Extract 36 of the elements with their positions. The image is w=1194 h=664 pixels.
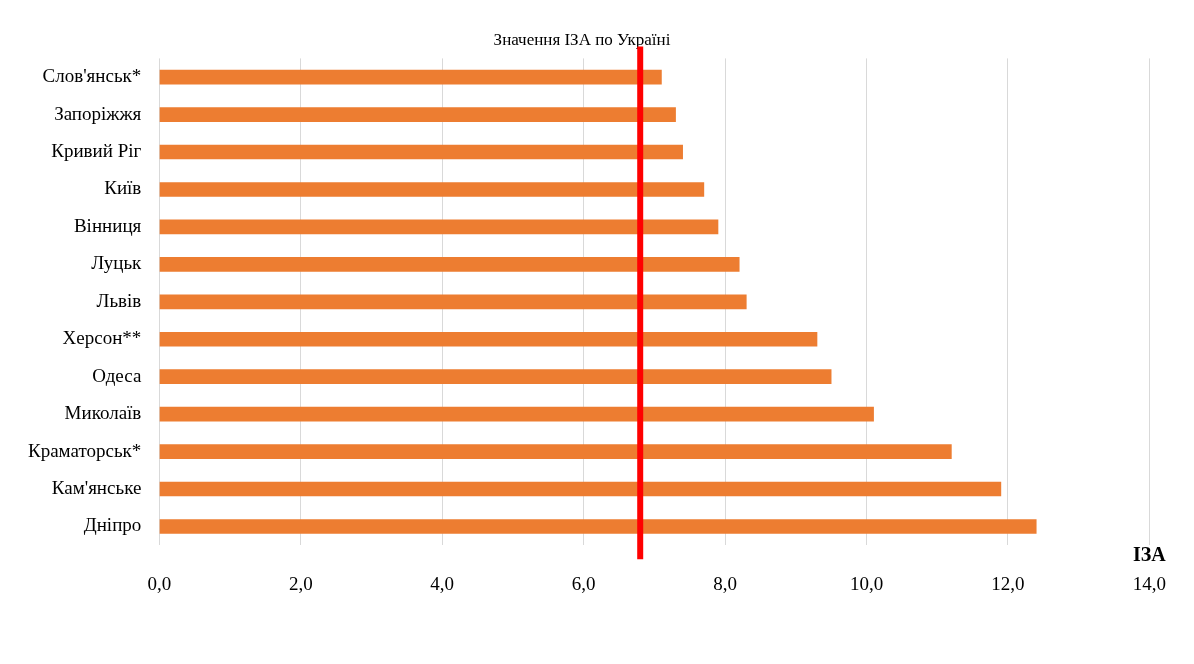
y-tick-label: Краматорськ*: [27, 439, 142, 461]
y-tick-label: Запоріжжя: [54, 102, 142, 124]
bar: [159, 444, 952, 459]
x-tick-label: 2,0: [288, 572, 313, 594]
x-tick-label: 0,0: [147, 572, 172, 594]
y-tick-label: Вінниця: [73, 214, 142, 236]
bar: [159, 182, 705, 197]
y-tick-label: Дніпро: [83, 514, 142, 536]
bar: [159, 257, 740, 272]
bar: [159, 406, 874, 422]
y-tick-label: Київ: [104, 177, 142, 199]
y-tick-label: Кривий Ріг: [51, 140, 142, 161]
bar: [159, 69, 662, 85]
y-tick-label: Луцьк: [91, 252, 143, 274]
y-tick-label: Слов'янськ*: [42, 65, 142, 87]
bar: [159, 481, 1002, 497]
x-tick-label: 4,0: [430, 572, 455, 594]
bar: [159, 519, 1037, 534]
x-tick-label: 8,0: [713, 572, 737, 594]
y-tick-label: Львів: [96, 289, 142, 311]
bar: [159, 331, 818, 347]
chart-title: Значення ІЗА по Україні: [493, 29, 671, 49]
bar: [159, 294, 747, 310]
x-tick-label: 14,0: [1132, 572, 1166, 594]
x-tick-label: 10,0: [849, 572, 884, 594]
bar: [159, 369, 832, 385]
bar: [159, 107, 676, 122]
y-tick-label: Херсон**: [62, 327, 142, 349]
x-axis-title: ІЗА: [1132, 543, 1167, 566]
x-tick-label: 6,0: [571, 572, 596, 594]
bar: [159, 219, 719, 235]
y-tick-label: Кам'янське: [51, 477, 142, 499]
bar: [159, 144, 683, 160]
y-tick-label: Миколаїв: [64, 402, 142, 424]
y-tick-label: Одеса: [92, 364, 142, 386]
x-tick-label: 12,0: [991, 572, 1025, 594]
